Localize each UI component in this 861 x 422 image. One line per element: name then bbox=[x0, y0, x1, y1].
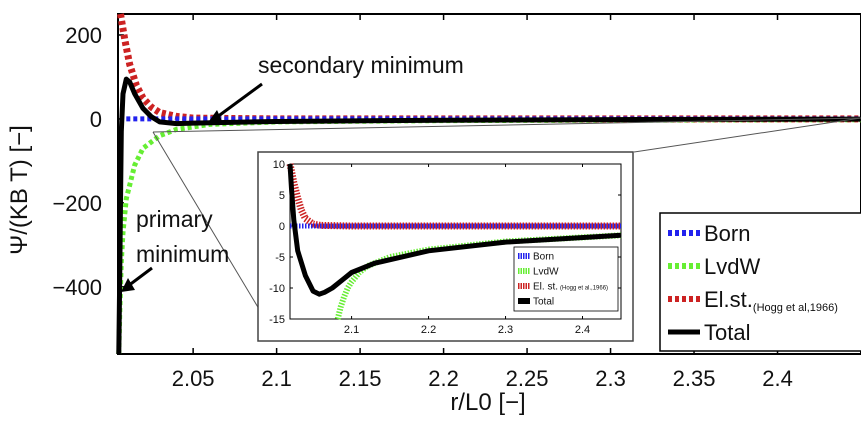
legend-name: LvdW bbox=[704, 254, 760, 279]
inset-legend-suffix: (Hogg et al.,1966) bbox=[560, 286, 608, 292]
y-tick-label: 200 bbox=[65, 23, 102, 48]
inset-legend-label-lvdw: LvdW bbox=[533, 267, 559, 278]
x-tick-label: 2.1 bbox=[261, 366, 292, 391]
annotation-arrow-secondary bbox=[212, 82, 263, 122]
inset-x-tick-label: 2.2 bbox=[421, 324, 436, 336]
annotation-primary-line2: minimum bbox=[136, 241, 229, 267]
inset-legend-label-total: Total bbox=[533, 297, 554, 308]
legend-label-born: Born bbox=[704, 221, 750, 246]
annotation-arrow-primary bbox=[127, 266, 153, 288]
inset-legend-name: Born bbox=[533, 252, 554, 263]
inset-legend-label-el-st: El. st. (Hogg et al.,1966) bbox=[533, 282, 608, 293]
legend-box bbox=[659, 212, 861, 352]
inset-y-tick-label: -15 bbox=[269, 314, 285, 326]
inset-legend: Born LvdW El. st. (Hogg et al.,1966) Total bbox=[513, 246, 619, 312]
inset-series-line-total bbox=[287, 163, 622, 297]
x-tick-label: 2.2 bbox=[428, 366, 459, 391]
inset-x-tick-label: 2.3 bbox=[498, 324, 513, 336]
y-axis-title: Ψ/(KB T) [−] bbox=[6, 125, 33, 255]
legend-label-total: Total bbox=[704, 320, 750, 345]
inset-y-tick-label: 5 bbox=[279, 190, 285, 202]
annotation-primary-line1: primary bbox=[136, 206, 213, 232]
zoom-connector bbox=[152, 117, 861, 133]
inset-legend-name: El. st. bbox=[533, 282, 558, 293]
x-tick-label: 2.3 bbox=[595, 366, 626, 391]
x-axis-title: r/L0 [−] bbox=[450, 389, 525, 416]
x-tick-label: 2.05 bbox=[172, 366, 215, 391]
series-line-total bbox=[116, 76, 861, 355]
x-tick-label: 2.15 bbox=[339, 366, 382, 391]
annotations: secondary minimum primary minimum bbox=[121, 52, 464, 292]
x-tick-label: 2.25 bbox=[506, 366, 549, 391]
legend-name: Total bbox=[704, 320, 750, 345]
x-tick-label: 2.4 bbox=[762, 366, 793, 391]
annotation-arrowhead-secondary bbox=[207, 110, 222, 124]
annotation-arrowhead-primary bbox=[121, 278, 135, 292]
inset-x-tick-label: 2.4 bbox=[575, 324, 590, 336]
inset-legend-name: LvdW bbox=[533, 267, 559, 278]
inset-series-line-el-st bbox=[286, 163, 621, 230]
legend-name: El.st. bbox=[704, 287, 753, 312]
legend-label-lvdw: LvdW bbox=[704, 254, 760, 279]
y-tick-label: −200 bbox=[52, 191, 102, 216]
inset-x-tick-label: 2.1 bbox=[344, 324, 359, 336]
zoom-connector bbox=[633, 117, 861, 153]
annotation-secondary-minimum: secondary minimum bbox=[258, 52, 464, 78]
inset-series-line-lvdw bbox=[334, 232, 622, 320]
legend-suffix: (Hogg et al,1966) bbox=[753, 302, 838, 314]
zoom-connector bbox=[152, 131, 263, 315]
inset-legend-name: Total bbox=[533, 297, 554, 308]
inset-y-tick-label: 0 bbox=[279, 221, 285, 233]
y-tick-label: 0 bbox=[90, 107, 102, 132]
legend-label-el-st: El.st.(Hogg et al,1966) bbox=[704, 287, 838, 314]
inset-y-tick-label: -10 bbox=[269, 283, 285, 295]
inset-legend-label-born: Born bbox=[533, 252, 554, 263]
inset-legend-box bbox=[513, 246, 619, 312]
inset-y-tick-label: -5 bbox=[275, 252, 285, 264]
legend-name: Born bbox=[704, 221, 750, 246]
inset-y-tick-label: 10 bbox=[273, 159, 285, 171]
y-tick-label: −400 bbox=[52, 275, 102, 300]
x-tick-label: 2.35 bbox=[673, 366, 716, 391]
